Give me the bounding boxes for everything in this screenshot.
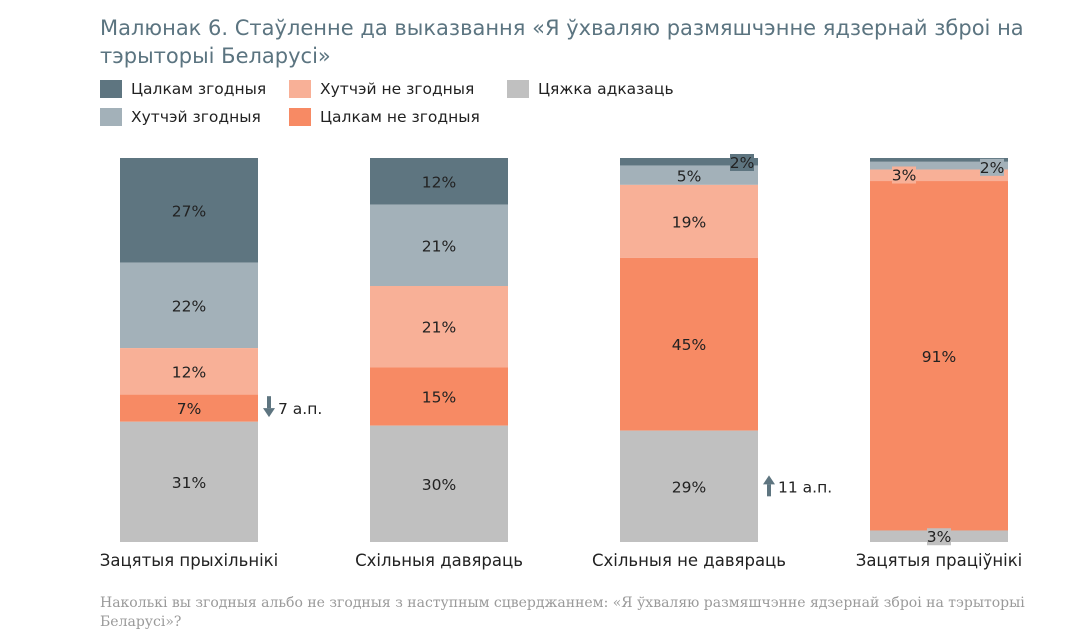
legend-item-rather-disagree: Хутчэй не згодныя [289,80,474,98]
data-label: 15% [422,389,456,407]
category-label: Зацятыя праціўнікі [856,551,1023,570]
data-label: 12% [172,363,206,381]
data-label: 31% [172,474,206,492]
legend-swatch [507,80,529,98]
data-label-box [730,154,754,171]
bar-segment [120,262,258,349]
data-label: 21% [422,237,456,255]
arrow-up-icon [763,475,775,497]
data-label: 5% [677,167,702,185]
data-label: 45% [672,336,706,354]
legend-swatch [100,80,122,98]
category-label: Схільныя не давяраць [592,551,786,570]
data-label: 19% [672,213,706,231]
legend-label: Хутчэй згодныя [131,108,261,126]
bar-segment [370,286,508,368]
bar-segment [370,367,508,426]
data-label: 91% [922,348,956,366]
legend-item-rather-agree: Хутчэй згодныя [100,108,261,126]
bar-segment [120,421,258,542]
arrow-shaft [267,396,271,409]
arrow-shaft [767,484,771,497]
bar-segment [620,184,758,258]
bar-segment [120,394,258,422]
data-label-box [980,158,1004,176]
bar-segment [620,158,758,166]
data-label: 3% [892,167,917,185]
annotation-label: 7 а.п. [278,400,322,418]
arrow-down-icon [263,396,275,418]
bar-segment [620,165,758,185]
data-label: 3% [927,528,952,546]
bar-segment [870,181,1008,531]
bar-segment [620,430,758,542]
data-label: 2% [980,159,1005,177]
legend-swatch [289,80,311,98]
bar-segment [620,257,758,431]
data-label-box [927,528,951,546]
data-label: 12% [422,173,456,191]
legend-item-fully-agree: Цалкам згодныя [100,80,266,98]
legend-label: Цалкам не згодныя [320,108,480,126]
category-label: Схільныя давяраць [355,551,523,570]
legend-label: Цяжка адказаць [538,80,674,98]
chart-title: Малюнак 6. Стаўленне да выказвання «Я ўх… [100,16,1024,68]
data-label: 2% [730,154,755,172]
annotation-label: 11 а.п. [778,478,832,496]
arrow-head [763,475,775,485]
legend-item-fully-disagree: Цалкам не згодныя [289,108,480,126]
footnote: Наколькі вы згодныя альбо не згодныя з н… [100,595,1025,630]
bar-segment [120,158,258,263]
data-label: 22% [172,297,206,315]
bar-segment [870,161,1008,170]
data-label-box [892,166,916,184]
bar-segment [870,169,1008,182]
bar-segment [120,348,258,395]
data-label: 7% [177,400,202,418]
bar-segment [370,425,508,542]
legend-item-hard-to-say: Цяжка адказаць [507,80,674,98]
data-label: 27% [172,202,206,220]
data-label: 29% [672,478,706,496]
legend-swatch [289,108,311,126]
bar-segment [870,158,1008,162]
arrow-head [263,408,275,418]
data-label: 30% [422,476,456,494]
legend-label: Цалкам згодныя [131,80,267,98]
legend-swatch [100,108,122,126]
bar-segment [370,158,508,205]
category-label: Зацятыя прыхільнікі [100,551,279,570]
data-label: 21% [422,319,456,337]
legend-label: Хутчэй не згодныя [320,80,475,98]
bar-segment [370,204,508,286]
